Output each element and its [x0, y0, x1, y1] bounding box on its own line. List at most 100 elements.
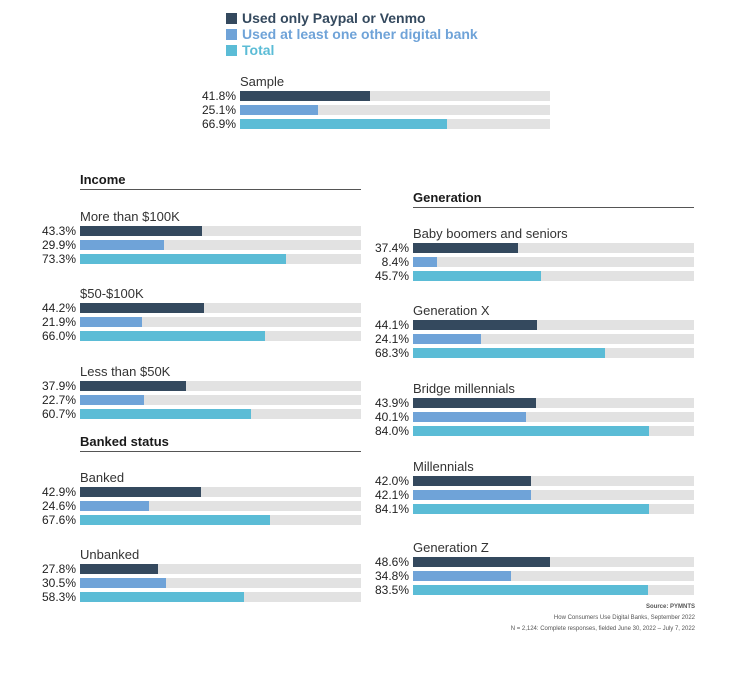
bar-series-total	[80, 592, 244, 602]
data-label: 24.6%	[41, 499, 76, 513]
bar-series-other-digital-bank	[80, 395, 144, 405]
bar-series-total	[413, 504, 650, 514]
group-title: Baby boomers and seniors	[413, 226, 568, 241]
bar-track	[80, 501, 361, 511]
bar-series-paypal-venmo	[413, 476, 532, 486]
legend-item-paypal-venmo: Used only Paypal or Venmo	[226, 10, 478, 26]
legend-item-other-digital-bank: Used at least one other digital bank	[226, 26, 478, 42]
bar-track	[240, 91, 550, 101]
data-label: 37.9%	[41, 379, 76, 393]
bar-series-other-digital-bank	[413, 334, 481, 344]
bar-series-other-digital-bank	[240, 105, 318, 115]
group-title: Unbanked	[80, 547, 140, 562]
data-label: 48.6%	[374, 555, 409, 569]
bar-track	[80, 331, 361, 341]
bar-track	[413, 571, 694, 581]
bar-track	[413, 320, 694, 330]
bar-series-paypal-venmo	[80, 303, 205, 313]
bar-track	[80, 317, 361, 327]
bar-track	[80, 395, 361, 405]
legend-label: Used only Paypal or Venmo	[242, 10, 426, 26]
bar-series-other-digital-bank	[80, 240, 165, 250]
bar-series-total	[80, 515, 270, 525]
bar-track	[80, 592, 361, 602]
data-label: 83.5%	[374, 583, 409, 597]
bar-track	[413, 334, 694, 344]
bar-track	[80, 409, 361, 419]
group-title: Banked	[80, 470, 125, 485]
data-label: 43.3%	[41, 224, 76, 238]
data-label: 24.1%	[374, 332, 409, 346]
bar-track	[413, 271, 694, 281]
legend-swatch	[226, 28, 237, 40]
bar-track	[80, 564, 361, 574]
group-title: More than $100K	[80, 209, 180, 224]
bar-series-paypal-venmo	[80, 226, 202, 236]
bar-series-total	[413, 585, 648, 595]
bar-track	[80, 226, 361, 236]
bar-track	[413, 426, 694, 436]
bar-series-paypal-venmo	[80, 564, 159, 574]
source-note: Source: PYMNTS How Consumers Use Digital…	[511, 602, 695, 635]
data-label: 37.4%	[374, 241, 409, 255]
bar-track	[240, 119, 550, 129]
bar-track	[413, 557, 694, 567]
source-report: How Consumers Use Digital Banks, Septemb…	[553, 615, 695, 621]
bar-series-paypal-venmo	[240, 91, 370, 101]
bar-track	[80, 487, 361, 497]
group-title: Generation X	[413, 303, 490, 318]
group-title: Bridge millennials	[413, 381, 515, 396]
bar-track	[80, 515, 361, 525]
bar-series-total	[80, 331, 266, 341]
data-label: 21.9%	[41, 315, 76, 329]
bar-series-paypal-venmo	[413, 557, 550, 567]
bar-series-paypal-venmo	[80, 381, 187, 391]
data-label: 68.3%	[374, 346, 409, 360]
data-label: 42.0%	[374, 474, 409, 488]
bar-series-total	[80, 409, 251, 419]
data-label: 34.8%	[374, 569, 409, 583]
bar-series-other-digital-bank	[413, 412, 526, 422]
bar-series-other-digital-bank	[413, 257, 437, 267]
bar-track	[240, 105, 550, 115]
data-label: 84.1%	[374, 502, 409, 516]
data-label: 84.0%	[374, 424, 409, 438]
section-title-generation: Generation	[413, 190, 694, 208]
data-label: 40.1%	[374, 410, 409, 424]
data-label: 27.8%	[41, 562, 76, 576]
bar-track	[80, 254, 361, 264]
bar-track	[80, 381, 361, 391]
bar-track	[413, 257, 694, 267]
bar-track	[80, 303, 361, 313]
bar-series-other-digital-bank	[80, 578, 166, 588]
bar-series-other-digital-bank	[80, 501, 150, 511]
bar-track	[413, 476, 694, 486]
data-label: 66.9%	[201, 117, 236, 131]
group-title: Millennials	[413, 459, 474, 474]
data-label: 44.2%	[41, 301, 76, 315]
group-title: Sample	[240, 74, 285, 89]
data-label: 30.5%	[41, 576, 76, 590]
legend-label: Used at least one other digital bank	[242, 26, 478, 42]
data-label: 22.7%	[41, 393, 76, 407]
section-title-income: Income	[80, 172, 361, 190]
bar-series-other-digital-bank	[80, 317, 142, 327]
bar-series-total	[413, 426, 650, 436]
legend-item-total: Total	[226, 42, 478, 58]
data-label: 8.4%	[381, 255, 409, 269]
legend-label: Total	[242, 42, 275, 58]
bar-track	[413, 348, 694, 358]
data-label: 25.1%	[201, 103, 236, 117]
legend-swatch	[226, 44, 237, 56]
bar-track	[80, 578, 361, 588]
legend: Used only Paypal or Venmo Used at least …	[226, 10, 478, 58]
bar-track	[413, 398, 694, 408]
data-label: 43.9%	[374, 396, 409, 410]
data-label: 42.1%	[374, 488, 409, 502]
source-sample: N = 2,124: Complete responses, fielded J…	[510, 626, 695, 632]
source-line: Source: PYMNTS	[645, 604, 695, 610]
bar-series-paypal-venmo	[80, 487, 201, 497]
bar-series-paypal-venmo	[413, 243, 519, 253]
data-label: 44.1%	[374, 318, 409, 332]
bar-series-total	[413, 348, 605, 358]
